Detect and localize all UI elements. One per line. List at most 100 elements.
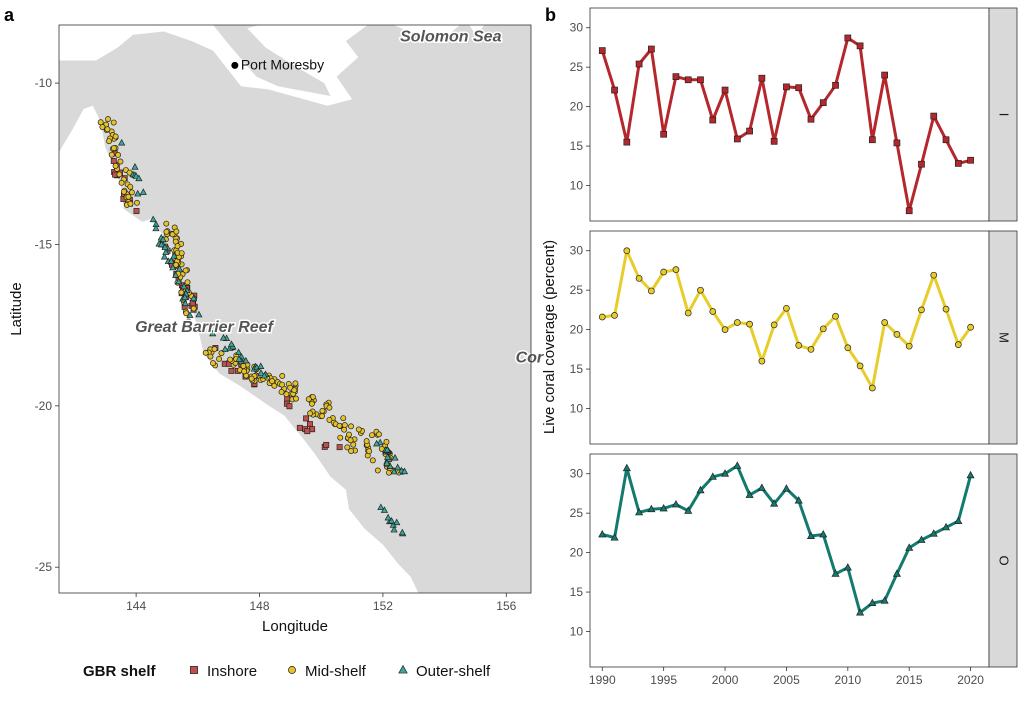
reef-site-marker (108, 151, 115, 158)
data-point (942, 305, 950, 313)
map-x-axis-title: Longitude (262, 618, 328, 635)
reef-site-marker (248, 375, 255, 382)
reef-site-marker (139, 188, 147, 195)
map-label-coral-sea: Cor (516, 349, 544, 366)
x-tick-label: 152 (373, 599, 393, 613)
reef-site-marker (390, 467, 398, 475)
data-point (623, 138, 631, 146)
data-point (967, 156, 974, 164)
y-tick-label: 25 (570, 60, 584, 74)
reef-site-marker (291, 387, 298, 394)
coral-cover-chart: I 10 15 20 25 30 M 10 15 20 25 30 O 10 15 20 25 30 1990 199… (570, 7, 1018, 687)
reef-site-marker (202, 349, 209, 356)
data-point (622, 463, 631, 472)
x-tick-label: 2005 (773, 673, 800, 687)
facet-strip-label: I (997, 113, 1012, 117)
reef-site-marker (105, 116, 112, 123)
data-point (770, 499, 779, 507)
x-tick-label: 1990 (589, 673, 616, 687)
reef-site-marker (269, 378, 276, 385)
reef-site-marker (240, 363, 247, 369)
data-point (770, 321, 778, 329)
y-tick-label: -20 (35, 399, 53, 413)
reef-site-marker (303, 415, 310, 422)
reef-site-marker (394, 463, 402, 471)
reef-site-marker (174, 243, 181, 250)
reef-site-marker (186, 311, 194, 318)
reef-site-marker (104, 126, 111, 133)
data-point (758, 74, 766, 82)
data-point (941, 522, 951, 531)
data-point (844, 34, 852, 42)
data-point (819, 325, 827, 333)
data-point (917, 535, 926, 543)
chart-y-axis-title: Live coral coverage (percent) (541, 240, 558, 434)
reef-site-marker (178, 250, 185, 257)
map-axes: 144 148 152 156 -10 -15 -20 -25 (35, 76, 517, 613)
reef-site-marker (241, 368, 248, 375)
reef-site-marker (350, 441, 357, 448)
data-point (869, 384, 876, 392)
data-point (635, 274, 643, 282)
reef-site-marker (211, 346, 218, 353)
reef-site-marker (374, 467, 381, 474)
reef-site-marker (117, 158, 124, 165)
reef-site-marker (149, 215, 157, 223)
reef-site-marker (260, 371, 268, 379)
y-tick-label: 20 (570, 546, 584, 560)
data-point (660, 268, 668, 276)
panel-a-label: a (4, 5, 15, 25)
y-tick-label: 10 (570, 625, 584, 639)
data-point (881, 71, 888, 79)
reef-site-marker (97, 119, 104, 126)
reef-site-marker (118, 138, 126, 146)
reef-site-marker (112, 162, 119, 169)
legend-marker (398, 664, 408, 674)
reef-site-marker (134, 199, 140, 206)
reef-site-marker (286, 403, 293, 410)
data-point (647, 504, 656, 513)
reef-site-marker (400, 467, 409, 475)
facet-plot-area (589, 453, 990, 668)
legend-symbol-mid-shelf (288, 666, 296, 674)
data-point (598, 313, 606, 321)
reef-site-marker (228, 367, 235, 374)
data-point (733, 319, 741, 326)
reef-site-marker (383, 459, 391, 466)
reef-site-marker (184, 279, 191, 286)
reef-site-marker (279, 381, 286, 388)
reef-site-marker (383, 438, 390, 445)
data-point (966, 470, 975, 479)
map-labels: Port Moresby Solomon Sea Great Barrier R… (134, 27, 546, 368)
reef-site-marker (127, 183, 134, 190)
data-point (869, 136, 876, 144)
papua-new-guinea-land (55, 25, 368, 106)
reef-site-marker (120, 188, 127, 195)
reef-site-marker (242, 356, 250, 364)
reef-site-marker (257, 369, 265, 376)
reef-site-marker (227, 340, 236, 347)
data-point (733, 461, 742, 469)
data-point (929, 529, 938, 537)
legend-label-mid-shelf: Mid-shelf (305, 663, 367, 680)
reef-site-marker (373, 439, 381, 447)
reef-site-marker (307, 410, 313, 417)
reef-site-marker (175, 277, 183, 285)
reef-site-marker (279, 373, 286, 379)
legend-symbol-inshore (190, 666, 198, 674)
data-point (954, 160, 962, 167)
reef-site-marker (181, 299, 189, 307)
reef-site-marker (210, 360, 217, 367)
map-panel: Port Moresby Solomon Sea Great Barrier R… (8, 24, 546, 635)
y-tick-label: 30 (570, 244, 584, 258)
legend-title: GBR shelf (83, 663, 157, 680)
data-point (672, 73, 680, 80)
y-tick-label: 30 (570, 21, 584, 35)
data-point (672, 266, 680, 274)
reef-site-marker (306, 421, 313, 428)
y-tick-label: 15 (570, 362, 584, 376)
reef-site-marker (190, 294, 198, 302)
data-point (930, 271, 938, 279)
reef-site-marker (344, 444, 351, 451)
reef-site-marker (115, 152, 121, 158)
